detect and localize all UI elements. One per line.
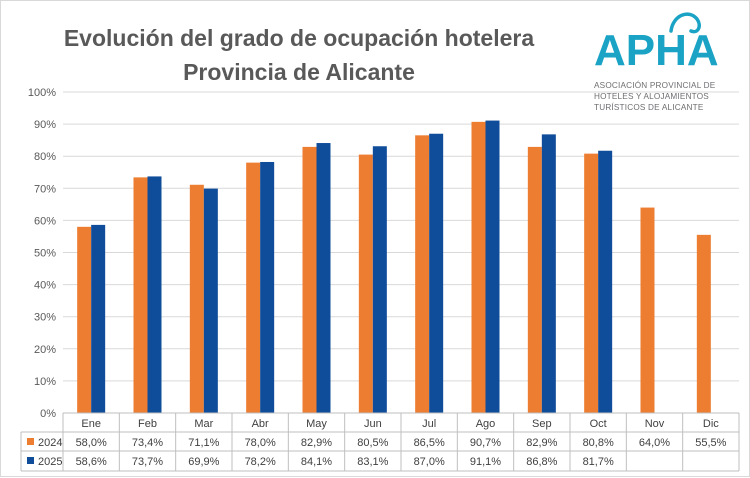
category-label: Oct — [590, 418, 607, 430]
bar-2025-may — [316, 143, 331, 413]
data-table: Ene Feb Mar Abr May Jun Jul Ago Sep Oct Nov Dic 2024… — [20, 412, 740, 472]
y-tick-label: 80% — [34, 151, 56, 163]
data-label-2024: 90,7% — [470, 437, 501, 449]
bar-2025-mar — [203, 188, 218, 413]
bar-2024-mar — [189, 184, 204, 413]
y-tick-label: 0% — [40, 408, 56, 420]
data-label-2025: 58,6% — [76, 456, 107, 468]
data-label-2024: 71,1% — [188, 437, 219, 449]
data-label-2024: 80,8% — [583, 437, 614, 449]
data-label-2025: 81,7% — [583, 456, 614, 468]
y-tick-label: 20% — [34, 344, 56, 356]
bar-2024-jun — [358, 154, 373, 413]
bar-2025-ago — [485, 120, 500, 413]
bar-2024-abr — [246, 162, 261, 413]
logo-letters: APHA — [594, 26, 719, 75]
category-label: Ene — [81, 418, 101, 430]
bar-2024-ene — [77, 226, 92, 413]
bar-2024-sep — [527, 146, 542, 414]
data-label-2024: 73,4% — [132, 437, 163, 449]
y-tick-label: 10% — [34, 376, 56, 388]
y-tick-label: 90% — [34, 119, 56, 131]
category-label: Nov — [645, 418, 665, 430]
y-tick-label: 30% — [34, 312, 56, 324]
data-label-2025: 83,1% — [357, 456, 388, 468]
y-tick-label: 100% — [28, 87, 56, 99]
data-label-2024: 58,0% — [76, 437, 107, 449]
logo-subtitle-2: HOTELES Y ALOJAMIENTOS — [594, 92, 709, 101]
legend-label-2024: 2024 — [38, 437, 62, 449]
category-label: Mar — [194, 418, 213, 430]
apha-logo: APHA ASOCIACIÓN PROVINCIAL DE HOTELES Y … — [594, 12, 719, 112]
chart-title-line1: Evolución del grado de ocupación hoteler… — [64, 25, 535, 51]
data-label-2025: 69,9% — [188, 456, 219, 468]
bar-2025-jul — [429, 133, 444, 414]
category-label: Sep — [532, 418, 552, 430]
bar-2024-jul — [415, 135, 430, 413]
legend-swatch-2024 — [27, 438, 34, 445]
category-label: Ago — [476, 418, 496, 430]
bar-2024-nov — [640, 207, 655, 413]
data-label-2024: 55,5% — [695, 437, 726, 449]
y-axis: 0% 10% 20% 30% 40% 50% 60% 70% 80% 90% 100% — [28, 87, 56, 420]
category-label: Jun — [364, 418, 382, 430]
bar-2024-may — [302, 146, 317, 414]
legend-label-2025: 2025 — [38, 456, 62, 468]
data-label-2024: 78,0% — [245, 437, 276, 449]
bar-2025-feb — [147, 176, 162, 413]
category-label: May — [306, 418, 327, 430]
data-label-2024: 82,9% — [301, 437, 332, 449]
data-label-2025: 84,1% — [301, 456, 332, 468]
data-label-2024: 80,5% — [357, 437, 388, 449]
data-label-2024: 64,0% — [639, 437, 670, 449]
data-label-2025: 86,8% — [526, 456, 557, 468]
bar-2024-oct — [584, 153, 599, 413]
bars — [77, 120, 711, 414]
y-tick-label: 60% — [34, 215, 56, 227]
bar-2025-oct — [598, 150, 613, 414]
category-label: Feb — [138, 418, 157, 430]
category-label: Abr — [252, 418, 269, 430]
bar-2025-ene — [91, 224, 106, 413]
y-tick-label: 70% — [34, 183, 56, 195]
logo-subtitle-1: ASOCIACIÓN PROVINCIAL DE — [594, 80, 716, 90]
legend-swatch-2025 — [27, 457, 34, 464]
bar-2024-feb — [133, 177, 148, 413]
y-tick-label: 40% — [34, 280, 56, 292]
chart-title-line2: Provincia de Alicante — [183, 59, 415, 85]
data-label-2025: 73,7% — [132, 456, 163, 468]
bar-2025-sep — [541, 134, 556, 413]
bar-2025-abr — [260, 161, 275, 413]
data-label-2025: 87,0% — [414, 456, 445, 468]
data-label-2024: 86,5% — [414, 437, 445, 449]
bar-2025-jun — [372, 146, 387, 413]
data-label-2025: 91,1% — [470, 456, 501, 468]
category-label: Dic — [703, 418, 719, 430]
logo-subtitle-3: TURÍSTICOS DE ALICANTE — [594, 102, 704, 112]
category-label: Jul — [422, 418, 436, 430]
bar-2024-dic — [696, 234, 711, 413]
bar-2024-ago — [471, 121, 486, 413]
y-tick-label: 50% — [34, 248, 56, 260]
data-label-2024: 82,9% — [526, 437, 557, 449]
grid-lines — [63, 91, 739, 414]
logo-swoosh-icon — [669, 12, 701, 34]
data-label-2025: 78,2% — [245, 456, 276, 468]
